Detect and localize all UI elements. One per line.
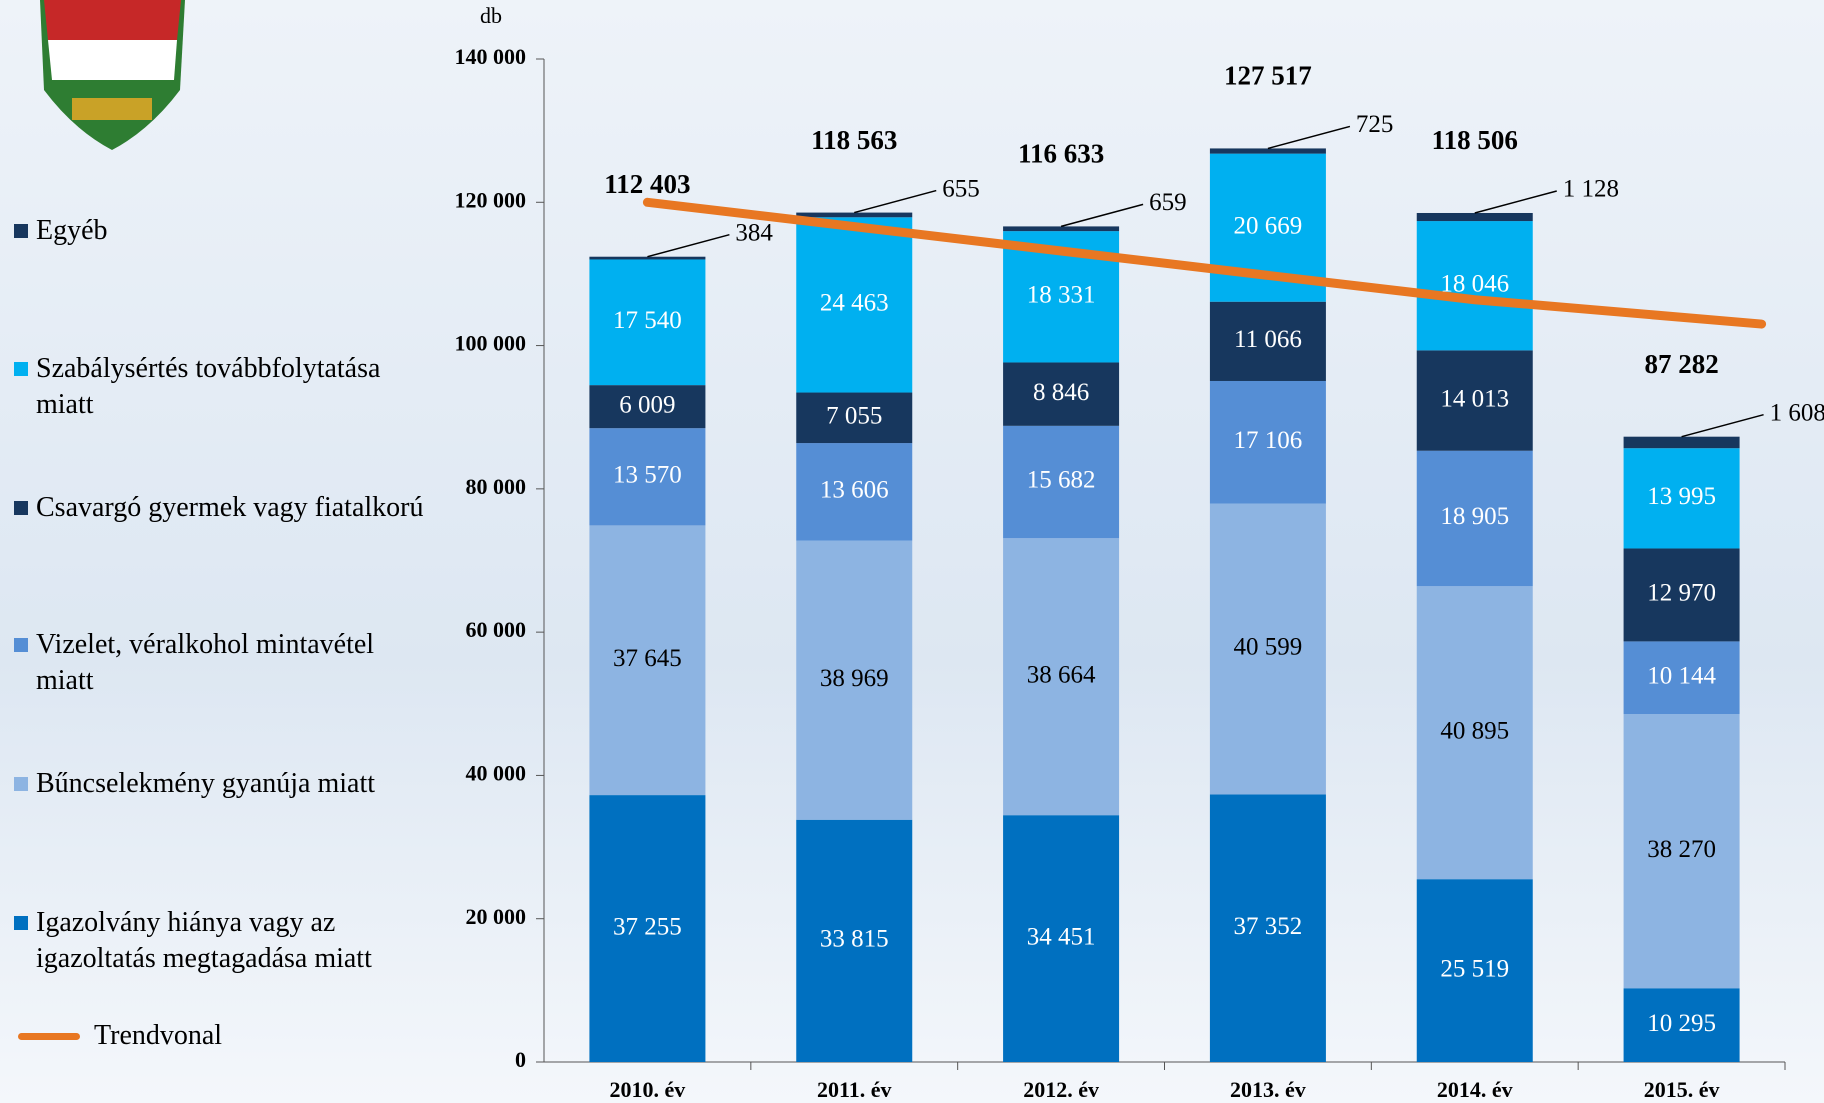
value-label: 1 608 <box>1770 399 1824 426</box>
leader-line <box>1682 415 1764 437</box>
legend-item: Igazolvány hiánya vagy az igazoltatás me… <box>14 905 434 977</box>
value-label: 17 106 <box>1234 427 1303 454</box>
legend-swatch <box>14 638 28 652</box>
y-tick-label: 120 000 <box>455 187 527 212</box>
value-label: 13 570 <box>613 462 682 489</box>
legend-item: Csavargó gyermek vagy fiatalkorú <box>14 490 434 526</box>
y-axis-title: db <box>480 3 502 28</box>
value-label: 25 519 <box>1440 955 1509 982</box>
total-label: 118 563 <box>811 125 897 155</box>
y-tick-label: 60 000 <box>466 617 527 642</box>
value-label: 13 606 <box>820 477 889 504</box>
y-tick-label: 80 000 <box>466 474 527 499</box>
y-tick-label: 140 000 <box>455 44 527 69</box>
x-tick-label: 2013. év <box>1230 1077 1306 1102</box>
legend-swatch <box>14 916 28 930</box>
value-label: 37 255 <box>613 913 682 940</box>
value-label: 7 055 <box>826 403 882 430</box>
legend-swatch <box>14 777 28 791</box>
value-label: 10 295 <box>1647 1010 1716 1037</box>
value-label: 1 128 <box>1563 176 1619 203</box>
bar-segment <box>1003 226 1119 231</box>
x-tick-label: 2015. év <box>1644 1077 1720 1102</box>
value-label: 37 645 <box>613 645 682 672</box>
value-label: 33 815 <box>820 926 889 953</box>
legend-line <box>18 1033 80 1040</box>
bar-segment <box>1417 213 1533 221</box>
police-badge <box>40 0 185 150</box>
value-label: 14 013 <box>1440 385 1509 412</box>
value-label: 37 352 <box>1234 913 1303 940</box>
value-label: 34 451 <box>1027 923 1096 950</box>
legend-label: Bűncselekmény gyanúja miatt <box>36 766 375 802</box>
bar-segment <box>1624 437 1740 449</box>
legend-label: Egyéb <box>36 213 108 249</box>
value-label: 18 905 <box>1440 503 1509 530</box>
bar-segment <box>796 213 912 218</box>
leader-line <box>1268 126 1350 148</box>
value-label: 17 540 <box>613 307 682 334</box>
value-label: 659 <box>1149 189 1187 216</box>
value-label: 40 895 <box>1440 717 1509 744</box>
legend-swatch <box>14 224 28 238</box>
legend-swatch <box>14 501 28 515</box>
bar-segment <box>589 257 705 260</box>
total-label: 112 403 <box>604 169 690 199</box>
leader-line <box>1475 191 1557 213</box>
value-label: 24 463 <box>820 290 889 317</box>
leader-line <box>854 191 936 213</box>
bar-segment <box>1210 148 1326 153</box>
value-label: 6 009 <box>619 391 675 418</box>
y-tick-label: 0 <box>515 1047 526 1072</box>
y-tick-label: 40 000 <box>466 760 527 785</box>
legend-label: Csavargó gyermek vagy fiatalkorú <box>36 490 423 526</box>
legend-item: Vizelet, véralkohol mintavétel miatt <box>14 627 434 699</box>
legend-label: Trendvonal <box>94 1018 222 1054</box>
x-tick-label: 2014. év <box>1437 1077 1513 1102</box>
value-label: 384 <box>735 219 773 246</box>
legend-item: Trendvonal <box>14 1018 434 1054</box>
legend-label: Vizelet, véralkohol mintavétel miatt <box>36 627 434 699</box>
total-label: 87 282 <box>1644 349 1718 379</box>
value-label: 18 331 <box>1027 282 1096 309</box>
legend-item: Egyéb <box>14 213 434 249</box>
value-label: 40 599 <box>1234 634 1303 661</box>
page: db 0 20 000 40 000 60 000 80 000 100 000 120 0… <box>0 0 1824 1103</box>
value-label: 38 969 <box>820 665 889 692</box>
leader-line <box>647 235 729 257</box>
value-label: 11 066 <box>1234 326 1302 353</box>
total-label: 127 517 <box>1224 61 1312 91</box>
value-label: 8 846 <box>1033 379 1089 406</box>
legend-item: Bűncselekmény gyanúja miatt <box>14 766 434 802</box>
value-label: 725 <box>1356 111 1394 138</box>
y-tick-label: 20 000 <box>466 904 527 929</box>
x-tick-label: 2010. év <box>610 1077 686 1102</box>
total-label: 116 633 <box>1018 139 1104 169</box>
value-label: 12 970 <box>1647 580 1716 607</box>
value-label: 38 664 <box>1027 661 1096 688</box>
value-label: 20 669 <box>1234 212 1303 239</box>
value-label: 38 270 <box>1647 836 1716 863</box>
total-label: 118 506 <box>1432 125 1518 155</box>
value-label: 10 144 <box>1647 662 1716 689</box>
x-tick-label: 2011. év <box>817 1077 892 1102</box>
y-tick-label: 100 000 <box>455 331 527 356</box>
value-label: 655 <box>942 175 980 202</box>
value-label: 15 682 <box>1027 467 1096 494</box>
legend-item: Szabálysértés továbbfolytatása miatt <box>14 351 434 423</box>
legend-swatch <box>14 362 28 376</box>
legend-label: Szabálysértés továbbfolytatása miatt <box>36 351 434 423</box>
legend-label: Igazolvány hiánya vagy az igazoltatás me… <box>36 905 434 977</box>
leader-line <box>1061 204 1143 226</box>
value-label: 13 995 <box>1647 483 1716 510</box>
x-tick-label: 2012. év <box>1023 1077 1099 1102</box>
